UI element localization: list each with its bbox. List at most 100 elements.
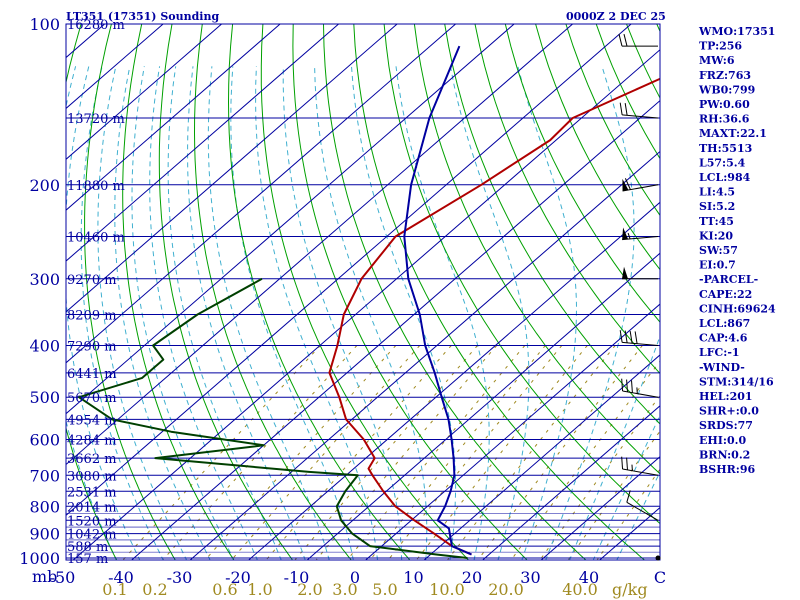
height-label: 13720 m — [67, 112, 125, 127]
pressure-tick-label: 600 — [29, 431, 60, 450]
mixing-ratio-tick-label: 0.2 — [142, 580, 167, 599]
dry-adiabat — [122, 24, 235, 560]
wind-barb-full — [618, 33, 623, 47]
moist-adiabat — [568, 334, 660, 560]
dry-adiabat — [323, 24, 587, 560]
index-entry: HEL:201 — [699, 390, 753, 403]
mixing-ratio-line — [539, 395, 660, 560]
wind-barb-shaft — [626, 501, 659, 521]
temperature-tick-label: -40 — [108, 568, 134, 587]
index-entry: TP:256 — [699, 40, 742, 53]
dry-adiabat — [778, 24, 800, 569]
index-entry: LCL:984 — [699, 171, 751, 184]
height-label: 7290 m — [67, 340, 117, 355]
wind-barb-full — [619, 330, 623, 343]
isotherm — [540, 456, 660, 560]
mixing-ratio-tick-label: 0.1 — [102, 580, 127, 599]
temperature-tick-label: -50 — [50, 568, 76, 587]
moist-adiabat — [255, 66, 378, 560]
wind-barb-full — [624, 330, 628, 343]
mixing-ratio-line — [387, 345, 563, 560]
index-entry: CINH:69624 — [699, 302, 776, 315]
isotherm — [66, 24, 456, 364]
mixing-ratio-line — [204, 345, 397, 560]
moist-adiabat — [545, 66, 635, 560]
height-label: 2014 m — [67, 500, 117, 515]
wind-barb-half — [627, 232, 631, 240]
plot-frame — [65, 23, 661, 561]
moist-adiabat — [592, 414, 660, 560]
moist-adiabat — [230, 66, 354, 560]
dry-adiabat — [535, 24, 660, 271]
temperature-tick-label: 30 — [520, 568, 540, 587]
wind-barb-full — [621, 456, 624, 470]
isotherm — [66, 24, 398, 313]
pressure-tick-label: 100 — [29, 15, 60, 34]
isotherm — [423, 354, 660, 560]
wind-barb — [621, 456, 659, 476]
index-entry: LFC:-1 — [699, 346, 740, 359]
dry-adiabat — [444, 24, 660, 425]
mixing-ratio-tick-label: 3.0 — [332, 580, 357, 599]
profile-lines — [78, 45, 660, 559]
dry-adiabat — [748, 24, 800, 569]
wind-barb-full — [621, 378, 624, 392]
background-grid — [0, 24, 800, 569]
moist-adiabat — [314, 66, 428, 560]
mixing-ratio-line — [230, 345, 421, 560]
moist-adiabat — [187, 66, 306, 560]
isotherm — [66, 24, 339, 262]
isotherm — [0, 24, 46, 569]
wind-barb — [622, 227, 659, 241]
index-entry: WMO:17351 — [698, 25, 775, 38]
wind-barb-full — [629, 330, 633, 344]
parcel-line — [403, 45, 472, 556]
pressure-tick-label: 200 — [29, 176, 60, 195]
y-axis-unit: mb — [32, 567, 57, 586]
wind-barb-full — [624, 178, 631, 190]
height-label: 4284 m — [67, 434, 117, 449]
moist-adiabat — [207, 66, 330, 560]
height-label: 5670 m — [67, 391, 117, 406]
chart-time: 0000Z 2 DEC 25 — [566, 10, 666, 23]
wind-barb-calm — [655, 555, 661, 561]
chart-title: LT351 (17351) Sounding — [66, 10, 219, 23]
dry-adiabat — [260, 24, 470, 560]
index-entry: STM:314/16 — [699, 375, 774, 388]
mixing-ratio-tick-label: 5.0 — [372, 580, 397, 599]
mixing-ratio-line — [122, 345, 321, 560]
height-label: 3662 m — [67, 452, 117, 467]
dry-adiabat — [383, 24, 660, 525]
moist-adiabat — [80, 66, 164, 560]
isotherm — [66, 24, 281, 211]
height-label: 16280 m — [67, 18, 125, 33]
mixing-ratio-line — [446, 345, 616, 560]
dry-adiabat — [193, 24, 352, 560]
moist-adiabat — [449, 66, 530, 560]
mixing-ratio-tick-label: 1.0 — [247, 580, 272, 599]
moist-adiabat — [131, 66, 235, 560]
temperature-tick-label: -30 — [167, 568, 193, 587]
height-label: 2531 m — [67, 485, 117, 500]
temperature-line — [328, 77, 660, 556]
height-label: 6441 m — [67, 367, 117, 382]
pressure-tick-label: 1000 — [19, 549, 60, 568]
pressure-tick-label: 500 — [29, 388, 60, 407]
index-entry: SHR+:0.0 — [699, 405, 759, 418]
mixing-ratio-line — [346, 345, 526, 560]
index-entry: KI:20 — [699, 229, 733, 242]
isotherm — [66, 24, 515, 415]
height-label: 1520 m — [67, 514, 117, 529]
dry-adiabat — [227, 24, 411, 560]
index-entry: BSHR:96 — [699, 463, 755, 476]
index-entry: TT:45 — [699, 215, 734, 228]
index-entry: BRN:0.2 — [699, 448, 750, 461]
index-entry: FRZ:763 — [699, 69, 751, 82]
temperature-tick-label: 10 — [403, 568, 423, 587]
index-entry: SRDS:77 — [699, 419, 753, 432]
index-entry: SW:57 — [699, 244, 738, 257]
mixing-ratio-line — [510, 360, 660, 560]
dry-adiabat — [292, 24, 528, 560]
